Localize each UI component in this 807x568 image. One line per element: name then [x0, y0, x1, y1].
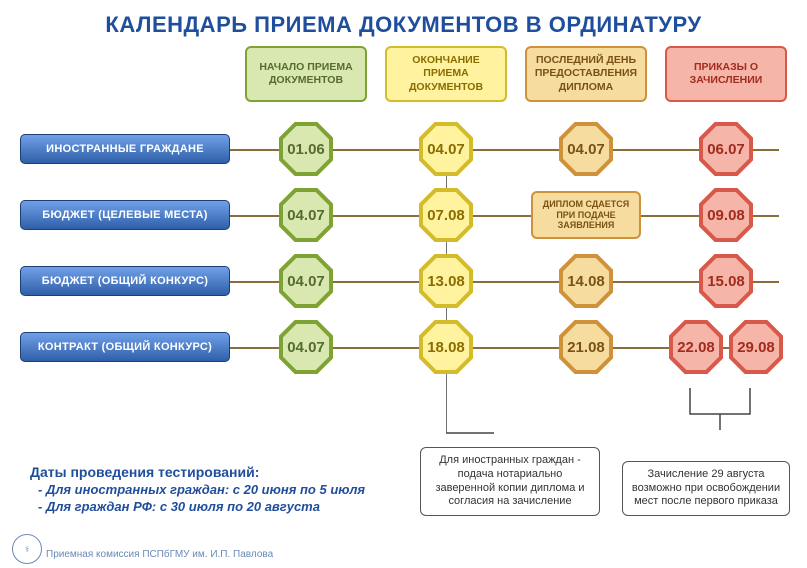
date-octagon: 22.08	[669, 320, 723, 374]
page-title: КАЛЕНДАРЬ ПРИЕМА ДОКУМЕНТОВ В ОРДИНАТУРУ	[0, 0, 807, 46]
cell-2-1: 13.08	[385, 254, 507, 308]
column-header-0: НАЧАЛО ПРИЕМА ДОКУМЕНТОВ	[245, 46, 367, 102]
row-label: КОНТРАКТ (ОБЩИЙ КОНКУРС)	[20, 332, 230, 362]
cell-2-3: 15.08	[665, 254, 787, 308]
date-octagon: 04.07	[419, 122, 473, 176]
date-value: 01.06	[283, 126, 329, 172]
date-value: 06.07	[703, 126, 749, 172]
date-octagon: 09.08	[699, 188, 753, 242]
date-value: 09.08	[703, 192, 749, 238]
row-label: ИНОСТРАННЫЕ ГРАЖДАНЕ	[20, 134, 230, 164]
cell-3-0: 04.07	[245, 320, 367, 374]
row-3: КОНТРАКТ (ОБЩИЙ КОНКУРС) 04.07 18.08 21.08 2…	[20, 314, 807, 380]
row-2: БЮДЖЕТ (ОБЩИЙ КОНКУРС) 04.07 13.08 14.08 15.…	[20, 248, 807, 314]
date-value: 04.07	[423, 126, 469, 172]
date-octagon: 04.07	[279, 254, 333, 308]
date-octagon: 13.08	[419, 254, 473, 308]
cell-3-2: 21.08	[525, 320, 647, 374]
testing-line2: - Для граждан РФ: с 30 июля по 20 август…	[38, 499, 365, 514]
connector-note2	[680, 370, 760, 440]
row-0: ИНОСТРАННЫЕ ГРАЖДАНЕ 01.06 04.07 04.07 06.07	[20, 116, 807, 182]
credit-line: Приемная комиссия ПСПбГМУ им. И.П. Павло…	[46, 549, 273, 560]
cell-0-2: 04.07	[525, 122, 647, 176]
date-value: 29.08	[733, 324, 779, 370]
date-octagon: 04.07	[279, 188, 333, 242]
testing-dates: Даты проведения тестирований: - Для инос…	[30, 464, 365, 514]
date-octagon: 18.08	[419, 320, 473, 374]
cell-3-3: 22.08 29.08	[665, 320, 787, 374]
column-header-3: ПРИКАЗЫ О ЗАЧИСЛЕНИИ	[665, 46, 787, 102]
date-value: 14.08	[563, 258, 609, 304]
note-foreign-diploma: Для иностранных граждан - подача нотариа…	[420, 447, 600, 516]
cell-2-2: 14.08	[525, 254, 647, 308]
rows-container: ИНОСТРАННЫЕ ГРАЖДАНЕ 01.06 04.07 04.07 06.07…	[20, 116, 807, 380]
row-label: БЮДЖЕТ (ЦЕЛЕВЫЕ МЕСТА)	[20, 200, 230, 230]
cell-3-1: 18.08	[385, 320, 507, 374]
cell-1-3: 09.08	[665, 188, 787, 242]
date-value: 04.07	[283, 258, 329, 304]
calendar-grid: НАЧАЛО ПРИЕМА ДОКУМЕНТОВ ОКОНЧАНИЕ ПРИЕМА…	[20, 46, 807, 380]
date-octagon: 04.07	[279, 320, 333, 374]
date-value: 18.08	[423, 324, 469, 370]
date-value: 07.08	[423, 192, 469, 238]
column-header-2: ПОСЛЕДНИЙ ДЕНЬ ПРЕДОСТАВЛЕНИЯ ДИПЛОМА	[525, 46, 647, 102]
date-value: 04.07	[283, 324, 329, 370]
row-cells: 04.07 07.08 ДИПЛОМ СДАЕТСЯ ПРИ ПОДАЧЕ ЗАЯВ…	[245, 188, 787, 242]
date-value: 04.07	[563, 126, 609, 172]
note-second-order: Зачисление 29 августа возможно при освоб…	[622, 461, 790, 516]
cell-1-2: ДИПЛОМ СДАЕТСЯ ПРИ ПОДАЧЕ ЗАЯВЛЕНИЯ	[525, 191, 647, 239]
date-octagon: 06.07	[699, 122, 753, 176]
column-header-1: ОКОНЧАНИЕ ПРИЕМА ДОКУМЕНТОВ	[385, 46, 507, 102]
cell-1-0: 04.07	[245, 188, 367, 242]
text-cell: ДИПЛОМ СДАЕТСЯ ПРИ ПОДАЧЕ ЗАЯВЛЕНИЯ	[531, 191, 641, 239]
cell-0-1: 04.07	[385, 122, 507, 176]
date-octagon: 07.08	[419, 188, 473, 242]
cell-0-3: 06.07	[665, 122, 787, 176]
date-octagon: 04.07	[559, 122, 613, 176]
testing-line1: - Для иностранных граждан: с 20 июня по …	[38, 482, 365, 497]
date-octagon: 15.08	[699, 254, 753, 308]
date-octagon: 14.08	[559, 254, 613, 308]
date-octagon: 01.06	[279, 122, 333, 176]
cell-1-1: 07.08	[385, 188, 507, 242]
row-label: БЮДЖЕТ (ОБЩИЙ КОНКУРС)	[20, 266, 230, 296]
column-headers: НАЧАЛО ПРИЕМА ДОКУМЕНТОВ ОКОНЧАНИЕ ПРИЕМА…	[245, 46, 807, 102]
university-logo-icon: ⚕	[12, 534, 42, 564]
date-octagon: 21.08	[559, 320, 613, 374]
row-1: БЮДЖЕТ (ЦЕЛЕВЫЕ МЕСТА) 04.07 07.08 ДИПЛОМ С…	[20, 182, 807, 248]
date-value: 13.08	[423, 258, 469, 304]
date-octagon: 29.08	[729, 320, 783, 374]
row-cells: 04.07 13.08 14.08 15.08	[245, 254, 787, 308]
cell-0-0: 01.06	[245, 122, 367, 176]
row-cells: 01.06 04.07 04.07 06.07	[245, 122, 787, 176]
row-cells: 04.07 18.08 21.08 22.08 29.08	[245, 320, 787, 374]
date-value: 21.08	[563, 324, 609, 370]
cell-2-0: 04.07	[245, 254, 367, 308]
date-value: 22.08	[673, 324, 719, 370]
testing-heading: Даты проведения тестирований:	[30, 464, 365, 480]
date-value: 15.08	[703, 258, 749, 304]
date-value: 04.07	[283, 192, 329, 238]
